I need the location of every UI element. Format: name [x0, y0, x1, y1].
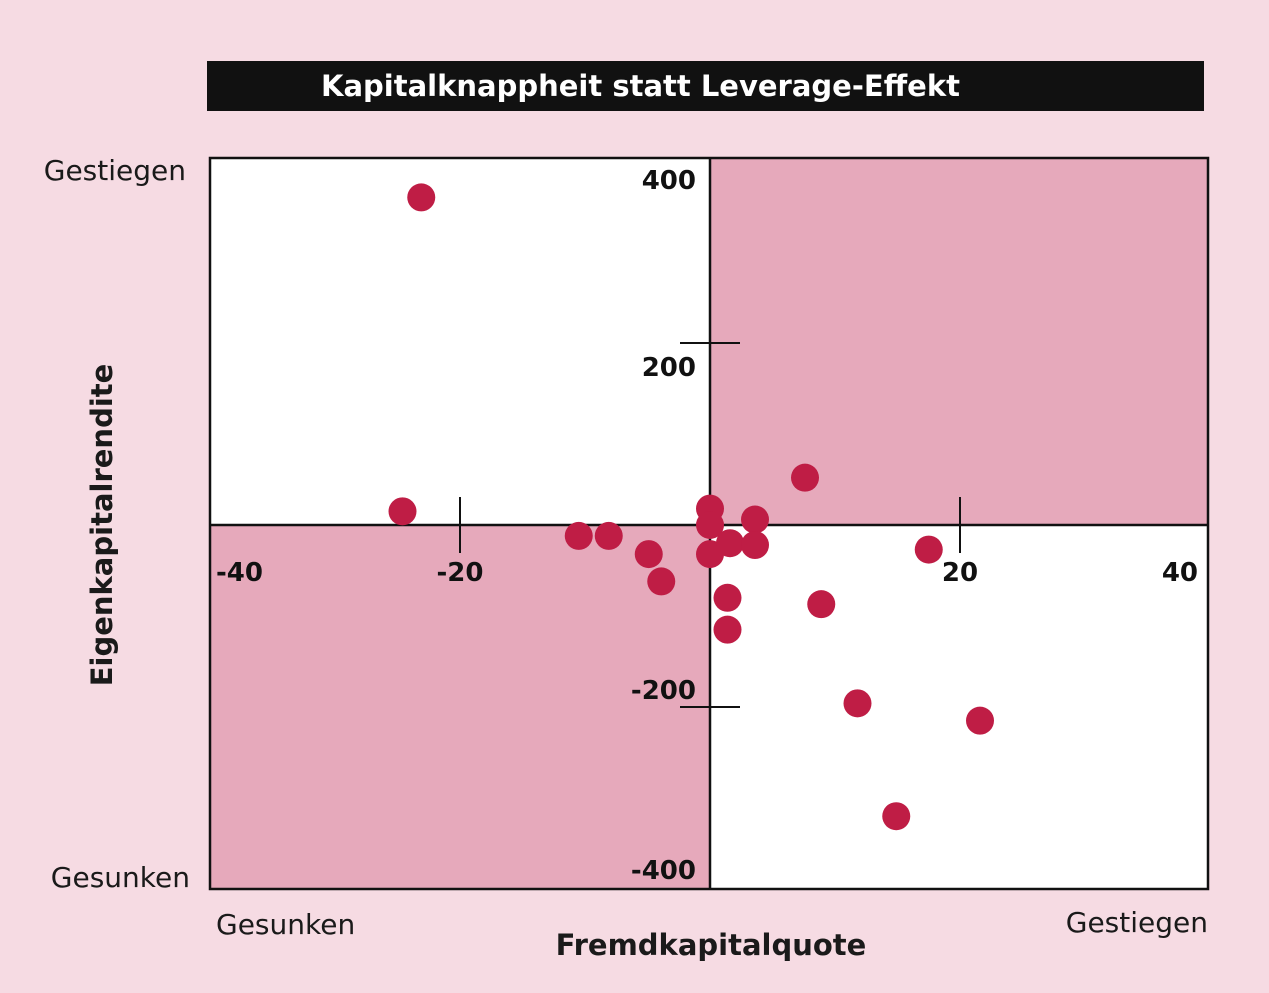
quadrant-top-left: [210, 158, 710, 525]
y-low-label: Gesunken: [51, 861, 190, 894]
data-point: [807, 590, 836, 619]
quadrant-top-right: [710, 158, 1208, 525]
data-point: [407, 183, 436, 212]
data-point: [713, 615, 742, 644]
quadrant-bottom-right: [710, 525, 1208, 889]
y-high-label: Gestiegen: [44, 154, 186, 187]
data-point: [594, 521, 623, 550]
data-points: [388, 183, 994, 831]
quadrants: [210, 158, 1208, 889]
y-tick-label: -400: [631, 856, 696, 886]
chart-title: Kapitalknappheit statt Leverage-Effekt: [207, 61, 1204, 111]
x-axis-title: Fremdkapitalquote: [556, 928, 867, 962]
axis-labels: Gestiegen Gesunken Gesunken Gestiegen Fremdk…: [44, 154, 1208, 962]
x-tick-label: -20: [437, 558, 484, 588]
x-tick-label: 40: [1162, 558, 1198, 588]
y-tick-label: -200: [631, 676, 696, 706]
x-tick-label: -40: [216, 558, 263, 588]
y-tick-label: 400: [642, 166, 696, 196]
data-point: [882, 802, 911, 831]
data-point: [741, 531, 769, 560]
x-low-label: Gesunken: [216, 908, 355, 941]
data-point: [634, 540, 663, 569]
data-point: [388, 497, 417, 526]
data-point: [696, 511, 724, 539]
y-tick-label: 200: [642, 353, 696, 383]
data-point: [564, 521, 593, 550]
x-tick-label: 20: [942, 558, 978, 588]
y-axis-title: Eigenkapitalrendite: [85, 364, 119, 687]
data-point: [914, 535, 943, 564]
axis-ticks: -40 -20 20 40 400 200 -200 -400: [216, 166, 1198, 886]
x-high-label: Gestiegen: [1066, 906, 1208, 939]
data-point: [716, 529, 744, 558]
data-point: [741, 505, 769, 534]
data-point: [966, 706, 994, 735]
data-point: [713, 583, 742, 612]
data-point: [647, 567, 676, 596]
data-point: [791, 463, 819, 492]
data-point: [843, 689, 872, 718]
quadrant-bottom-left: [210, 525, 710, 889]
